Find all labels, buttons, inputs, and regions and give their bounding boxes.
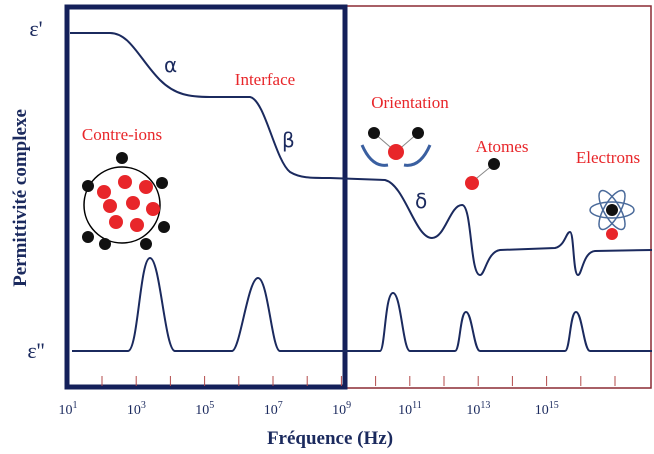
x-tick-label: 1011 [398, 400, 422, 418]
y-top-label: ε' [29, 16, 42, 41]
beta-label: β [282, 128, 295, 152]
alpha-label: α [164, 53, 177, 77]
imag-permittivity-curve [72, 256, 652, 352]
x-tick-label: 105 [195, 400, 214, 418]
tick-base: 10 [127, 403, 141, 418]
interface-label: Interface [235, 70, 295, 89]
tick-base: 10 [332, 403, 346, 418]
counter-ions-label: Contre-ions [82, 125, 162, 144]
tick-exp: 15 [549, 400, 559, 411]
tick-exp: 5 [209, 400, 214, 411]
x-tick-label: 103 [127, 400, 146, 418]
tick-exp: 3 [141, 400, 146, 411]
delta-label: δ [415, 189, 427, 213]
tick-base: 10 [264, 403, 278, 418]
tick-exp: 7 [278, 400, 283, 411]
x-tick-label: 107 [264, 400, 283, 418]
electrons-label: Electrons [576, 148, 640, 167]
atoms-icon [465, 158, 500, 190]
y-bottom-label: ε'' [27, 338, 44, 363]
tick-exp: 9 [346, 400, 351, 411]
tick-base: 10 [59, 403, 73, 418]
x-tick-label: 1015 [535, 400, 559, 418]
tick-exp: 1 [73, 400, 78, 411]
frame-left [64, 4, 348, 390]
counter-ions-icon [82, 152, 170, 250]
x-tick-label: 101 [59, 400, 78, 418]
electrons-icon [589, 189, 635, 240]
orientation-label: Orientation [371, 93, 449, 112]
x-axis-title: Fréquence (Hz) [267, 428, 393, 449]
x-ticks [101, 376, 616, 386]
tick-exp: 13 [480, 400, 490, 411]
frame-right [344, 5, 652, 389]
real-permittivity-curve [70, 32, 653, 277]
tick-base: 10 [466, 403, 480, 418]
orientation-icon [360, 127, 432, 167]
tick-exp: 11 [412, 400, 422, 411]
atoms-label: Atomes [476, 137, 529, 156]
tick-base: 10 [195, 403, 209, 418]
tick-base: 10 [535, 403, 549, 418]
tick-base: 10 [398, 403, 412, 418]
x-tick-labels: 101 103 105 107 109 1011 1013 1015 [59, 400, 559, 418]
x-tick-label: 109 [332, 400, 351, 418]
x-tick-label: 1013 [466, 400, 490, 418]
y-axis-title: Permittivité complexe [10, 109, 31, 287]
